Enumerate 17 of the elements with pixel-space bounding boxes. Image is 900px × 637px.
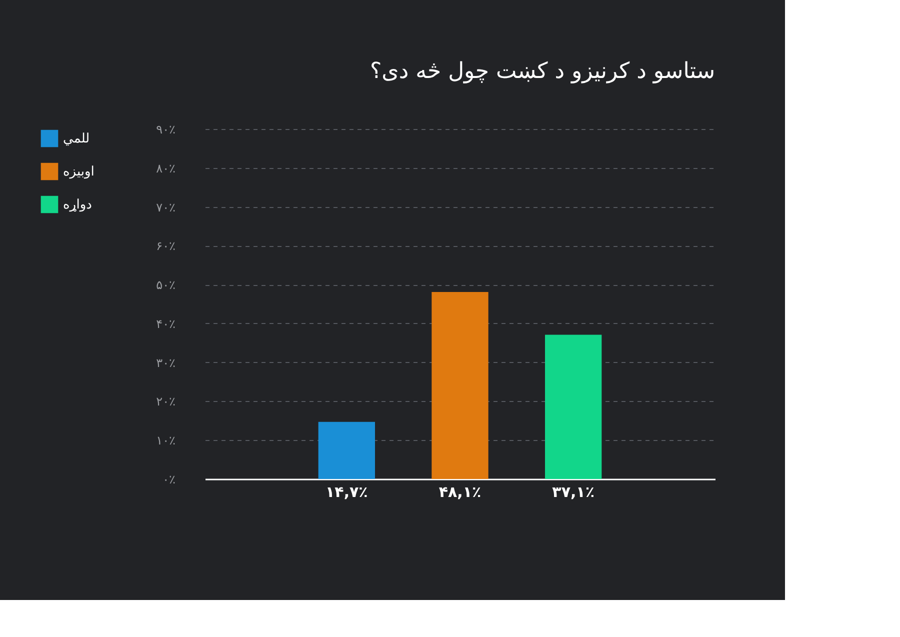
legend-label: اوبيزه xyxy=(63,164,94,180)
y-tick-label: ۳۰٪ xyxy=(156,356,176,370)
y-tick-label: ۶۰٪ xyxy=(156,239,176,254)
y-tick-label: ۸۰٪ xyxy=(156,161,176,176)
y-tick-label: ۴۰٪ xyxy=(156,316,176,331)
legend-label: للمي xyxy=(63,132,90,146)
data-label: ۳۷,۱٪ xyxy=(552,483,594,501)
y-tick-label: ۲۰٪ xyxy=(156,394,176,409)
chart-title: ستاسو د کرنيزو د کښت چول څه دی؟ xyxy=(370,59,715,84)
legend-label: دواړه xyxy=(63,198,92,212)
data-label: ۴۸,۱٪ xyxy=(438,483,482,501)
y-tick-label: ۱۰٪ xyxy=(156,434,176,448)
data-label: ۱۴,۷٪ xyxy=(326,483,368,501)
y-tick-label: ۰٪ xyxy=(162,472,176,486)
y-tick-label: ۷۰٪ xyxy=(156,200,176,214)
y-tick-label: ۹۰٪ xyxy=(156,122,176,136)
y-tick-label: ۵۰٪ xyxy=(156,278,176,292)
